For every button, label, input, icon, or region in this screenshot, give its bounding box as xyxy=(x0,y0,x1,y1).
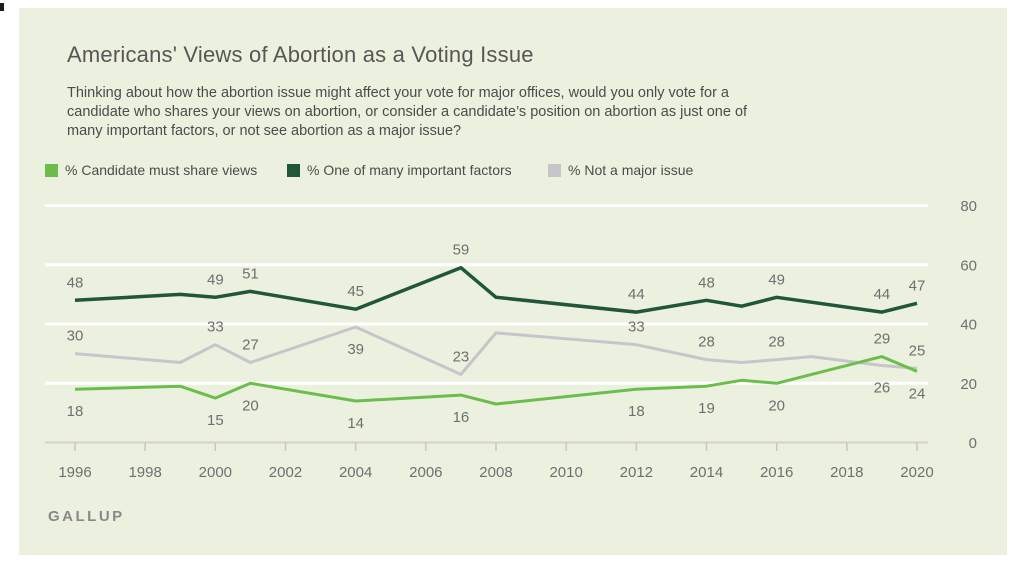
legend-label: % Not a major issue xyxy=(568,162,694,178)
data-label: 51 xyxy=(242,265,259,282)
data-label: 30 xyxy=(67,328,84,345)
chart-card: Americans' Views of Abortion as a Voting… xyxy=(19,8,1007,555)
legend-item-must-share-views: % Candidate must share views xyxy=(45,162,257,178)
data-label: 29 xyxy=(874,331,891,348)
y-tick-label: 20 xyxy=(960,376,977,393)
data-label: 39 xyxy=(347,341,364,358)
data-label: 19 xyxy=(698,400,715,417)
page-title: Americans' Views of Abortion as a Voting… xyxy=(67,42,534,67)
data-label: 26 xyxy=(874,379,891,396)
legend-item-one-of-many-factors: % One of many important factors xyxy=(287,162,512,178)
x-tick-label: 2020 xyxy=(900,464,933,481)
data-label: 49 xyxy=(768,271,785,288)
data-label: 18 xyxy=(628,403,645,420)
data-label: 15 xyxy=(207,412,224,429)
data-label: 20 xyxy=(768,397,785,414)
data-label: 44 xyxy=(628,286,645,303)
x-tick-label: 1998 xyxy=(128,464,161,481)
series-line--one-of-many-important-factors xyxy=(74,265,918,314)
y-tick-label: 60 xyxy=(960,257,977,274)
legend-item-not-major-issue: % Not a major issue xyxy=(548,162,693,178)
x-tick-label: 2002 xyxy=(269,464,302,481)
x-tick-label: 2014 xyxy=(690,464,723,481)
x-tick-label: 2008 xyxy=(479,464,512,481)
legend-label: % One of many important factors xyxy=(307,162,512,178)
screen-edge-artifact xyxy=(0,3,4,11)
data-label: 24 xyxy=(909,385,926,402)
x-tick-label: 1996 xyxy=(58,464,91,481)
data-label: 47 xyxy=(909,277,926,294)
data-label: 28 xyxy=(768,334,785,351)
chart-legend: % Candidate must share views % One of ma… xyxy=(0,162,1024,178)
x-tick-label: 2012 xyxy=(620,464,653,481)
data-label: 44 xyxy=(874,286,891,303)
y-tick-label: 0 xyxy=(969,435,977,452)
x-tick-label: 2000 xyxy=(199,464,232,481)
y-tick-label: 80 xyxy=(960,198,977,215)
series-line--not-a-major-issue xyxy=(74,325,918,376)
data-label: 14 xyxy=(347,415,364,432)
subtitle-line-2: candidate who shares your views on abort… xyxy=(67,104,748,120)
data-label: 20 xyxy=(242,397,259,414)
data-label: 48 xyxy=(698,274,715,291)
data-label: 16 xyxy=(453,409,470,426)
legend-label: % Candidate must share views xyxy=(65,162,258,178)
data-label: 18 xyxy=(67,403,84,420)
y-tick-label: 40 xyxy=(960,317,977,334)
series-line--candidate-must-share-views xyxy=(74,355,918,406)
data-label: 25 xyxy=(909,342,926,359)
legend-swatch-light-green xyxy=(45,163,58,177)
gallup-logo: GALLUP xyxy=(48,508,125,525)
subtitle-line-3: many important factors, or not see abort… xyxy=(67,123,462,139)
data-label: 49 xyxy=(207,271,224,288)
subtitle-line-1: Thinking about how the abortion issue mi… xyxy=(67,85,729,101)
x-tick-label: 2018 xyxy=(830,464,863,481)
data-label: 33 xyxy=(628,319,645,336)
x-tick-label: 2004 xyxy=(339,464,372,481)
x-tick-label: 2010 xyxy=(549,464,582,481)
data-label: 27 xyxy=(242,337,259,354)
data-label: 59 xyxy=(453,242,470,259)
data-label: 28 xyxy=(698,334,715,351)
legend-swatch-gray xyxy=(548,163,561,177)
x-tick-label: 2006 xyxy=(409,464,442,481)
data-label: 48 xyxy=(67,274,84,291)
data-label: 45 xyxy=(347,283,364,300)
legend-swatch-dark-green xyxy=(287,163,300,177)
chart-subtitle: Thinking about how the abortion issue mi… xyxy=(67,84,747,141)
data-label: 23 xyxy=(453,348,470,365)
x-tick-label: 2016 xyxy=(760,464,793,481)
data-label: 33 xyxy=(207,319,224,336)
